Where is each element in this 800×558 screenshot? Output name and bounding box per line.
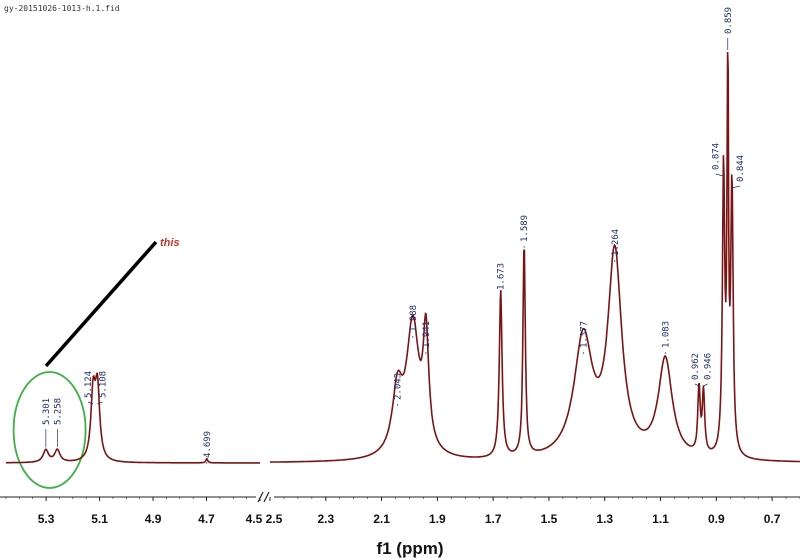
spectrum-trace-segment-1	[6, 372, 260, 464]
peak-label: 1.264	[611, 229, 621, 256]
peak-label: 0.859	[724, 7, 734, 34]
peak-leader-line	[694, 383, 700, 387]
peak-leader-line	[731, 185, 741, 189]
peak-label: 2.043	[393, 373, 403, 400]
peak-label: 1.941	[422, 321, 432, 348]
x-tick-label: 2.1	[373, 512, 390, 526]
annotation-pointer-line	[44, 240, 158, 368]
highlight-ellipse	[12, 371, 87, 489]
peak-label: 1.083	[661, 321, 671, 348]
x-tick-label: 1.3	[596, 512, 613, 526]
peak-leader-line	[715, 173, 724, 177]
peak-label: 0.844	[736, 155, 746, 182]
peak-label: 0.962	[691, 353, 701, 380]
x-tick-label: 1.5	[541, 512, 558, 526]
x-tick-label: 0.9	[708, 512, 725, 526]
peak-label: 5.108	[98, 371, 108, 398]
spectrum-trace-segment-2	[270, 51, 800, 463]
x-tick-label: 2.5	[266, 512, 283, 526]
peak-label: 1.377	[579, 321, 589, 348]
peak-label: 5.258	[53, 398, 63, 425]
x-axis-title: f1 (ppm)	[376, 539, 443, 558]
peak-label: 5.124	[84, 371, 94, 398]
peak-label: 1.589	[520, 215, 530, 242]
peak-label: 0.874	[712, 143, 722, 170]
x-tick-label: 1.1	[652, 512, 669, 526]
x-tick-label: 1.7	[485, 512, 502, 526]
peak-label: 5.301	[42, 398, 52, 425]
peak-label: 0.946	[703, 353, 713, 380]
file-name: gy-20151026-1013-h.1.fid	[4, 4, 120, 13]
peak-label: 1.673	[497, 263, 507, 290]
peak-label: 4.699	[203, 431, 213, 458]
peak-label: 1.988	[409, 305, 419, 332]
x-tick-label: 1.9	[429, 512, 446, 526]
x-tick-label: 4.5	[246, 512, 263, 526]
x-tick-label: 4.7	[198, 512, 215, 526]
peak-leader-line	[97, 401, 103, 405]
x-tick-label: 5.1	[91, 512, 108, 526]
x-tick-label: 2.3	[317, 512, 334, 526]
peak-leader-line	[88, 401, 94, 405]
x-tick-label: 4.9	[145, 512, 162, 526]
x-tick-label: 5.3	[38, 512, 55, 526]
annotation-text: this	[160, 237, 180, 249]
x-tick-label: 0.7	[764, 512, 781, 526]
peak-leader-line	[703, 383, 708, 387]
